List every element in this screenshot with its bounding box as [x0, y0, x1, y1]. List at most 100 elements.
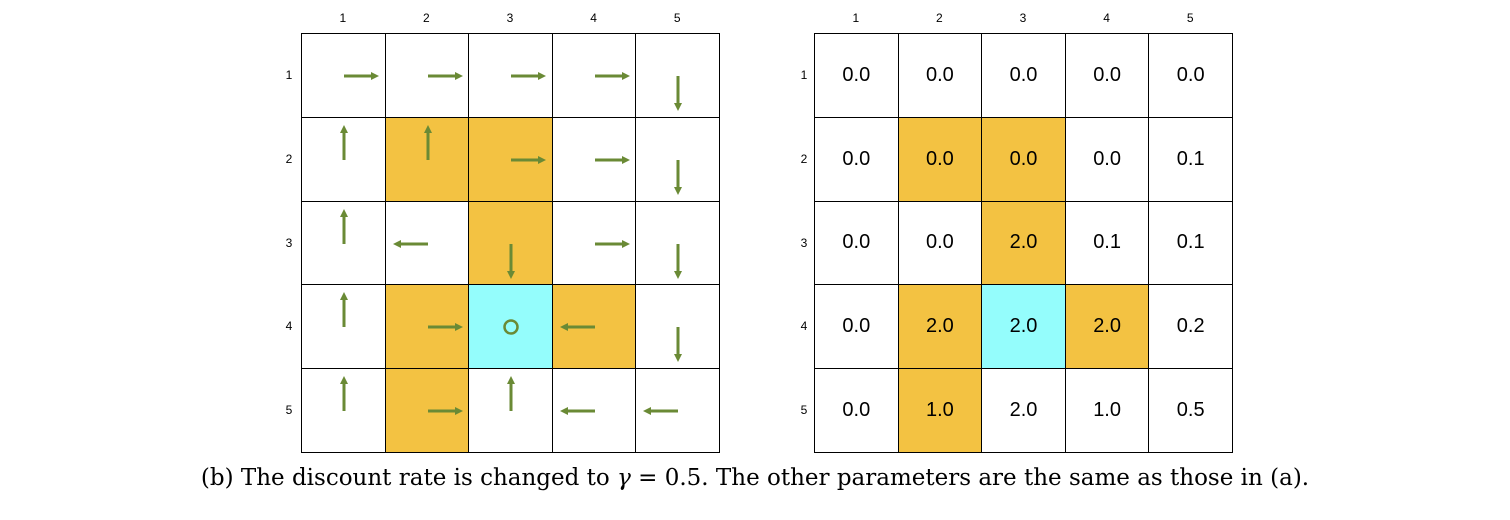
state-value: 0.1: [1176, 231, 1205, 254]
policy-cell: [384, 284, 470, 370]
value-cell: 0.1: [1148, 116, 1233, 202]
row-label: 4: [285, 319, 293, 334]
value-cell: 2.0: [1064, 284, 1150, 370]
policy-cell: [635, 33, 720, 118]
policy-cell: [468, 33, 553, 118]
column-label: 2: [423, 11, 430, 25]
state-value: 2.0: [925, 315, 954, 338]
arrow-right-icon: [594, 239, 630, 248]
state-value: 0.0: [925, 231, 954, 254]
value-cell: 0.5: [1148, 368, 1233, 453]
value-cell: 0.0: [814, 284, 899, 370]
arrow-left-icon: [559, 323, 595, 332]
policy-cell: [301, 284, 386, 370]
state-value: 0.0: [925, 147, 954, 170]
state-value: 0.2: [1176, 315, 1205, 338]
row-label: 4: [800, 319, 808, 334]
state-value: 0.0: [1009, 147, 1038, 170]
arrow-left-icon: [643, 407, 679, 416]
arrow-right-icon: [427, 72, 463, 80]
column-label: 5: [1186, 11, 1194, 25]
value-cell: 2.0: [981, 200, 1066, 286]
value-cell: 0.0: [814, 116, 899, 202]
arrow-up-icon: [340, 208, 348, 244]
figure-caption: (b) The discount rate is changed to γ = …: [0, 465, 1510, 491]
arrow-down-icon: [674, 76, 683, 111]
value-cell: 2.0: [897, 284, 983, 370]
policy-cell: [551, 200, 637, 286]
state-value: 2.0: [1009, 231, 1038, 254]
row-label: 3: [800, 235, 808, 250]
policy-cell: [635, 200, 720, 286]
state-value: 2.0: [1093, 315, 1121, 338]
value-cell: 0.1: [1064, 200, 1150, 286]
arrow-left-icon: [559, 407, 595, 416]
state-value: 2.0: [1009, 315, 1038, 338]
arrow-down-icon: [674, 159, 683, 195]
policy-cell: [468, 284, 553, 370]
policy-cell: [301, 116, 386, 202]
value-cell: 0.0: [1148, 33, 1233, 118]
arrow-right-icon: [427, 323, 463, 332]
state-value: 1.0: [925, 399, 954, 422]
arrow-up-icon: [340, 124, 348, 160]
row-label: 2: [800, 151, 808, 166]
policy-cell: [551, 33, 637, 118]
column-label: 2: [936, 11, 943, 25]
arrow-down-icon: [507, 243, 516, 279]
arrow-up-icon: [423, 124, 432, 160]
arrow-right-icon: [594, 72, 630, 80]
column-label: 1: [852, 11, 860, 25]
value-cell: 2.0: [981, 368, 1066, 453]
column-label: 5: [673, 11, 681, 25]
arrow-right-icon: [427, 407, 463, 416]
caption-gamma: γ: [617, 465, 631, 491]
state-value: 0.0: [1009, 63, 1038, 86]
state-value: 0.0: [1176, 63, 1205, 86]
policy-cell: [384, 33, 470, 118]
policy-cell: [468, 116, 553, 202]
column-label: 4: [1103, 11, 1110, 25]
column-label: 3: [506, 11, 514, 25]
value-cell: 2.0: [981, 284, 1066, 370]
value-cell: 0.0: [814, 200, 899, 286]
value-cell: 0.1: [1148, 200, 1233, 286]
policy-cell: [384, 116, 470, 202]
state-value: 0.5: [1176, 399, 1205, 422]
arrow-up-icon: [507, 376, 516, 412]
policy-grid: 1 1 2 2 3 3 4 4 5 5: [286, 11, 720, 453]
state-value: 0.1: [1176, 147, 1205, 170]
policy-cell: [551, 116, 637, 202]
state-value: 0.0: [1093, 147, 1121, 170]
arrow-down-icon: [674, 327, 683, 363]
column-label: 4: [590, 11, 597, 25]
value-cell: 0.2: [1148, 284, 1233, 370]
row-label: 5: [800, 403, 808, 418]
policy-cell: [551, 368, 637, 453]
caption-prefix: (b) The discount rate is changed to: [200, 465, 618, 491]
policy-cell: [468, 200, 553, 286]
arrow-right-icon: [511, 72, 547, 80]
state-value: 1.0: [1093, 399, 1121, 422]
policy-cell: [635, 284, 720, 370]
column-label: 3: [1019, 11, 1027, 25]
arrow-right-icon: [511, 155, 547, 164]
row-label: 1: [800, 67, 808, 82]
value-cell: 0.0: [814, 368, 899, 453]
value-cell: 0.0: [981, 33, 1066, 118]
value-cell: 0.0: [897, 33, 983, 118]
row-label: 5: [285, 403, 293, 418]
policy-cell: [301, 33, 386, 118]
state-value: 0.0: [1093, 63, 1121, 86]
arrow-up-icon: [340, 292, 348, 328]
policy-cell: [384, 368, 470, 453]
value-cell: 0.0: [981, 116, 1066, 202]
state-value: 0.0: [842, 399, 871, 422]
value-cell: 0.0: [897, 200, 983, 286]
policy-cell: [551, 284, 637, 370]
state-value: 0.0: [842, 63, 871, 86]
row-label: 1: [285, 67, 293, 82]
arrow-down-icon: [674, 243, 683, 279]
arrow-right-icon: [594, 155, 630, 164]
arrow-up-icon: [340, 376, 348, 412]
